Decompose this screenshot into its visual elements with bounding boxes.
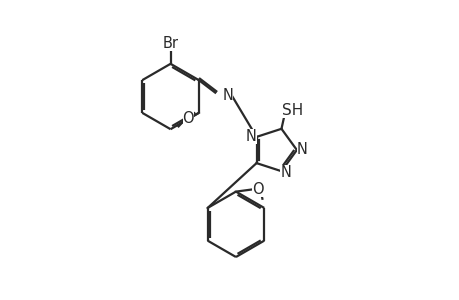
Text: O: O (252, 182, 263, 197)
Text: N: N (245, 129, 256, 144)
Text: SH: SH (281, 103, 303, 118)
Text: O: O (182, 111, 194, 126)
Text: Br: Br (162, 36, 178, 51)
Text: N: N (280, 165, 291, 180)
Text: N: N (296, 142, 307, 157)
Text: N: N (222, 88, 233, 103)
